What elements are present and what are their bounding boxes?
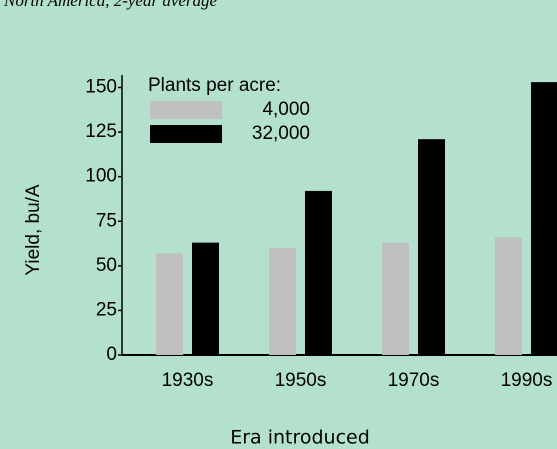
legend-title: Plants per acre: [148, 75, 281, 96]
bar [495, 237, 522, 355]
x-tick-label: 1930s [162, 370, 214, 391]
y-tick-label: 125 [85, 121, 117, 142]
y-tick-label: 0 [106, 344, 117, 365]
bar [305, 190, 332, 355]
y-tick-label: 150 [85, 76, 117, 97]
legend-label: 32,000 [252, 123, 310, 144]
legend-swatch [150, 101, 222, 119]
bar [156, 253, 183, 355]
y-tick-label: 100 [85, 166, 117, 187]
bar [269, 247, 296, 355]
x-tick-label: 1970s [388, 370, 440, 391]
bar [418, 139, 445, 355]
bar [192, 242, 219, 355]
chart-subtitle: North America, 2-year average [3, 0, 218, 10]
bar [531, 82, 557, 355]
y-tick-label: 50 [96, 255, 117, 276]
x-tick-label: 1990s [501, 370, 553, 391]
legend-label: 4,000 [262, 99, 310, 120]
legend-swatch [150, 125, 222, 143]
bar [382, 242, 409, 355]
x-tick-label: 1950s [275, 370, 327, 391]
y-axis-label: Yield, bu/A [23, 184, 44, 276]
y-tick-label: 75 [96, 210, 117, 231]
x-axis-label: Era introduced [230, 427, 370, 449]
y-tick-label: 25 [96, 299, 117, 320]
